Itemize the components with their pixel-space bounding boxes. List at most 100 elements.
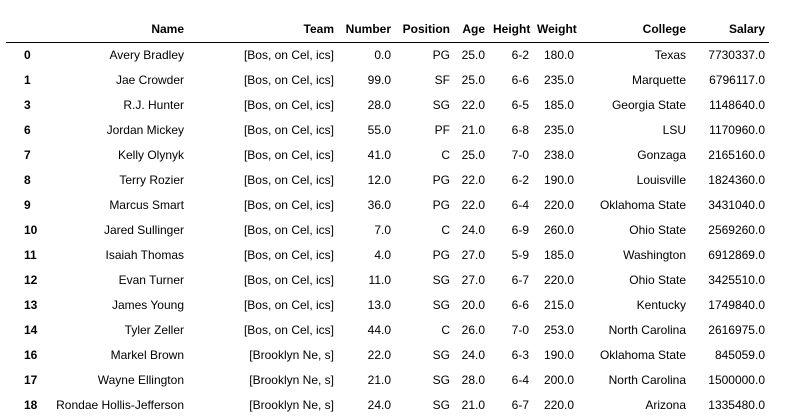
cell-name: Jared Sullinger (103, 223, 184, 237)
cell-college: Arizona (645, 398, 686, 412)
cell-age: 25.0 (461, 73, 485, 87)
cell-position: PG (432, 248, 450, 262)
row-index: 7 (24, 148, 31, 162)
cell-age: 27.0 (461, 248, 485, 262)
cell-salary: 2165160.0 (708, 148, 765, 162)
cell-name: Marcus Smart (109, 198, 184, 212)
column-header-name: Name (44, 16, 188, 43)
cell-college: Georgia State (611, 98, 686, 112)
cell-team: [Bos, on Cel, ics] (243, 73, 334, 87)
cell-age: 28.0 (461, 373, 485, 387)
cell-position: SG (432, 373, 450, 387)
cell-weight: 235.0 (543, 123, 574, 137)
cell-name: R.J. Hunter (123, 98, 184, 112)
cell-height: 7-0 (511, 148, 529, 162)
cell-height: 6-5 (511, 98, 529, 112)
table-row: 17 Wayne Ellington [Brooklyn Ne, s] 21.0 SG 2… (6, 368, 769, 393)
row-index: 16 (24, 348, 38, 362)
cell-team: [Bos, on Cel, ics] (243, 323, 334, 337)
cell-team: [Bos, on Cel, ics] (243, 48, 334, 63)
column-header-height: Height (489, 16, 533, 43)
cell-salary: 1749840.0 (708, 298, 765, 312)
cell-number: 0.0 (374, 48, 391, 63)
table-row: 14 Tyler Zeller [Bos, on Cel, ics] 44.0 C 26.… (6, 318, 769, 343)
row-index: 14 (24, 323, 38, 337)
cell-age: 24.0 (461, 223, 485, 237)
row-index: 11 (24, 248, 37, 262)
cell-height: 6-7 (511, 273, 529, 287)
row-index: 9 (24, 198, 31, 212)
cell-number: 44.0 (367, 323, 391, 337)
row-index: 8 (24, 173, 31, 187)
table-row: 7 Kelly Olynyk [Bos, on Cel, ics] 41.0 C 25.0… (6, 143, 769, 168)
cell-team: [Bos, on Cel, ics] (243, 123, 334, 137)
cell-college: Louisville (636, 173, 686, 187)
table-row: 0 Avery Bradley [Bos, on Cel, ics] 0.0 PG 25.… (6, 43, 769, 68)
cell-salary: 6796117.0 (709, 73, 765, 87)
cell-position: SF (434, 73, 450, 87)
cell-position: SG (432, 348, 450, 362)
cell-salary: 3431040.0 (708, 198, 765, 212)
cell-age: 22.0 (461, 198, 485, 212)
table-row: 6 Jordan Mickey [Bos, on Cel, ics] 55.0 PF 21… (6, 118, 769, 143)
cell-college: Marquette (631, 73, 686, 87)
cell-team: [Bos, on Cel, ics] (243, 248, 334, 262)
cell-college: Washington (623, 248, 686, 262)
cell-height: 5-9 (511, 248, 529, 262)
cell-age: 27.0 (461, 273, 485, 287)
table-body: 0 Avery Bradley [Bos, on Cel, ics] 0.0 PG 25.… (6, 43, 769, 418)
cell-salary: 3425510.0 (708, 273, 765, 287)
cell-number: 21.0 (367, 373, 391, 387)
table-row: 9 Marcus Smart [Bos, on Cel, ics] 36.0 PG 22.… (6, 193, 769, 218)
cell-height: 6-8 (511, 123, 529, 137)
cell-college: Oklahoma State (599, 348, 686, 362)
cell-position: SG (432, 298, 450, 312)
cell-weight: 215.0 (543, 298, 574, 312)
row-index: 13 (24, 298, 38, 312)
cell-salary: 845059.0 (714, 348, 765, 362)
cell-weight: 220.0 (543, 273, 574, 287)
cell-age: 22.0 (461, 173, 485, 187)
cell-weight: 220.0 (543, 198, 574, 212)
table-row: 12 Evan Turner [Bos, on Cel, ics] 11.0 SG 27.… (6, 268, 769, 293)
cell-team: [Bos, on Cel, ics] (243, 223, 334, 237)
cell-name: Evan Turner (118, 273, 184, 287)
cell-age: 21.0 (461, 123, 485, 137)
cell-team: [Brooklyn Ne, s] (249, 398, 334, 412)
cell-age: 26.0 (461, 323, 485, 337)
cell-team: [Bos, on Cel, ics] (243, 98, 334, 112)
cell-height: 6-4 (511, 198, 529, 212)
cell-position: C (441, 148, 450, 162)
column-header-weight: Weight (533, 16, 578, 43)
table-row: 16 Markel Brown [Brooklyn Ne, s] 22.0 SG 24.0… (6, 343, 769, 368)
cell-weight: 185.0 (543, 98, 574, 112)
cell-number: 4.0 (374, 248, 391, 262)
cell-college: Ohio State (629, 273, 686, 287)
column-header-salary: Salary (690, 16, 769, 43)
table-row: 13 James Young [Bos, on Cel, ics] 13.0 SG 20.… (6, 293, 769, 318)
cell-number: 11.0 (368, 273, 391, 287)
cell-age: 21.0 (461, 398, 485, 412)
table-row: 8 Terry Rozier [Bos, on Cel, ics] 12.0 PG 22.… (6, 168, 769, 193)
cell-position: SG (432, 398, 450, 412)
cell-position: C (441, 323, 450, 337)
cell-number: 55.0 (367, 123, 391, 137)
cell-weight: 185.0 (543, 248, 574, 262)
cell-name: Avery Bradley (109, 48, 184, 63)
cell-weight: 190.0 (543, 348, 574, 362)
cell-position: SG (432, 273, 450, 287)
column-header-number: Number (338, 16, 395, 43)
cell-height: 6-2 (511, 48, 529, 63)
cell-salary: 2569260.0 (708, 223, 765, 237)
cell-weight: 220.0 (543, 398, 574, 412)
row-index: 6 (24, 123, 31, 137)
cell-height: 6-2 (511, 173, 529, 187)
cell-name: Jae Crowder (115, 73, 184, 87)
cell-number: 13.0 (367, 298, 391, 312)
cell-weight: 253.0 (543, 323, 574, 337)
cell-height: 6-6 (511, 298, 529, 312)
cell-team: [Brooklyn Ne, s] (249, 373, 334, 387)
row-index: 0 (24, 48, 31, 63)
cell-name: Wayne Ellington (97, 373, 184, 387)
cell-name: Isaiah Thomas (105, 248, 185, 262)
